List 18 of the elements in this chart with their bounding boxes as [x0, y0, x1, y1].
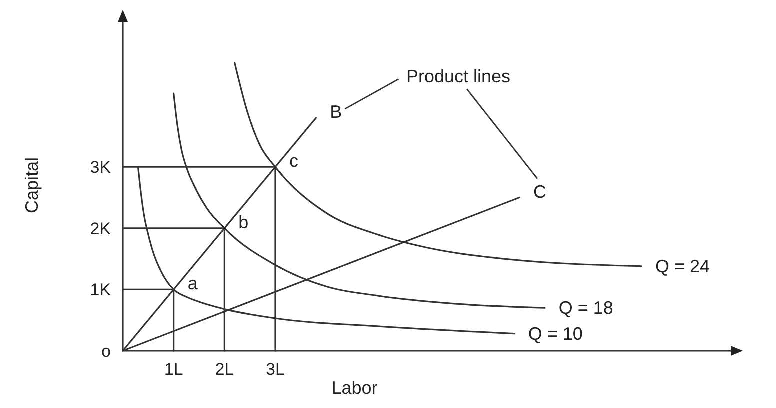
- annotation: c: [290, 151, 298, 172]
- annotation: C: [534, 182, 546, 202]
- annotation: b: [238, 212, 249, 232]
- series-label: Q = 24: [656, 256, 710, 276]
- y-tick-label: 1K: [90, 280, 112, 300]
- x-axis-title: Labor: [332, 378, 378, 398]
- y-tick-label: 2K: [90, 219, 112, 238]
- annotation: a: [188, 274, 199, 294]
- series-label: Q = 10: [528, 324, 583, 344]
- y-axis-title: Capital: [22, 157, 42, 214]
- y-tick-label: o: [102, 342, 111, 362]
- annotation: B: [330, 102, 342, 122]
- x-tick-label: 2L: [215, 360, 234, 380]
- y-tick-label: 3K: [90, 158, 112, 178]
- x-tick-label: 3L: [266, 360, 285, 380]
- x-tick-label: 1L: [164, 360, 184, 380]
- series-label: Q = 18: [558, 298, 614, 318]
- annotation: Product lines: [406, 66, 511, 86]
